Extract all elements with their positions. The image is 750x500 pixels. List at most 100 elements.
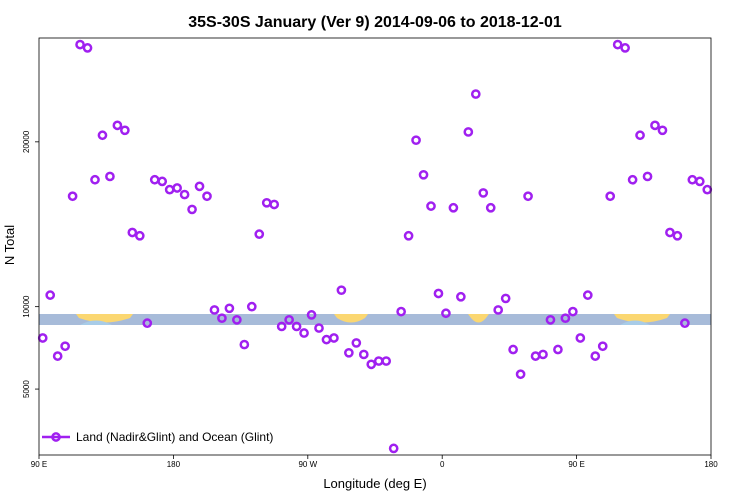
plot-frame [38,37,712,456]
data-point [620,43,630,53]
data-point [336,285,347,296]
data-point [612,39,623,50]
y-tick-label: 10000 [22,295,31,318]
data-point [642,171,653,182]
data-point [45,290,56,300]
x-tick-label: 90 W [298,460,317,469]
data-point [209,305,220,315]
data-point [418,169,429,180]
data-point [590,351,601,361]
data-point [627,174,638,185]
data-point [568,306,578,317]
data-point [202,191,212,202]
x-tick-label: 90 E [568,460,584,469]
data-point [560,313,571,324]
data-point [291,321,302,332]
data-point [194,181,205,192]
map-strip [39,314,711,325]
data-point [687,174,698,185]
x-tick-label: 90 E [31,460,47,469]
data-point [232,314,242,325]
data-point [329,333,339,343]
land-mass [76,314,133,323]
data-point [261,197,272,208]
data-point [411,135,421,146]
data-point [657,125,668,136]
data-point [665,227,675,238]
data-point [105,171,115,182]
legend-marker-swatch [51,432,61,442]
data-point [426,201,436,211]
data-point [456,291,466,302]
y-axis-label: N Total [2,225,17,265]
data-point [650,120,660,131]
data-point [351,338,362,348]
data-point [284,314,294,325]
data-point [485,202,496,213]
land-shadow [80,320,112,325]
x-axis-label: Longitude (deg E) [323,476,426,491]
data-point [470,89,481,99]
data-point [605,191,616,202]
data-point [672,230,683,241]
data-point [179,189,190,200]
data-point [403,230,414,241]
data-point [635,130,645,141]
data-point [134,230,145,241]
data-point [478,188,489,198]
data-point [441,308,451,319]
data-point [75,39,85,50]
data-point [239,339,250,350]
data-point [299,328,309,338]
data-point [164,184,175,195]
data-point [97,130,108,141]
land-shadow [620,320,650,325]
data-point [67,191,78,202]
data-point [500,293,511,304]
data-point [149,174,160,185]
data-point [157,176,168,187]
data-point [680,318,690,328]
y-tick-label: 5000 [22,380,31,398]
data-point [545,314,556,325]
data-point [396,306,406,317]
data-point [575,333,586,343]
data-point [344,347,354,358]
data-point [373,356,384,366]
data-point [463,127,474,137]
data-point [37,333,48,343]
y-tick-label: 20000 [22,130,31,153]
data-point [523,191,533,202]
data-point [388,443,399,454]
data-point [515,369,526,380]
data-point [493,305,504,315]
chart-title: 35S-30S January (Ver 9) 2014-09-06 to 20… [188,14,562,31]
data-point [433,288,444,299]
data-point [582,290,593,300]
data-point [358,349,369,360]
data-point [52,351,63,361]
data-point [269,199,280,210]
data-point [530,351,541,361]
data-point [366,359,377,370]
data-point [694,176,705,187]
data-point [112,120,123,131]
legend: Land (Nadir&Glint) and Ocean (Glint) [42,430,273,444]
data-point [538,349,548,360]
x-tick-label: 0 [440,460,445,469]
data-point [276,321,287,332]
x-tick-label: 180 [167,460,181,469]
data-point [120,125,130,136]
y-axis: 5000 10000 20000 [22,130,39,398]
land-mass [334,314,368,323]
data-point [448,202,459,213]
data-point [217,313,227,324]
data-point [224,303,235,314]
data-point [127,227,138,238]
data-point [187,204,197,215]
x-tick-label: 180 [704,460,718,469]
data-point [702,184,713,195]
data-point [508,344,518,355]
x-axis: 90 E 180 90 W 0 90 E 180 [31,455,718,469]
